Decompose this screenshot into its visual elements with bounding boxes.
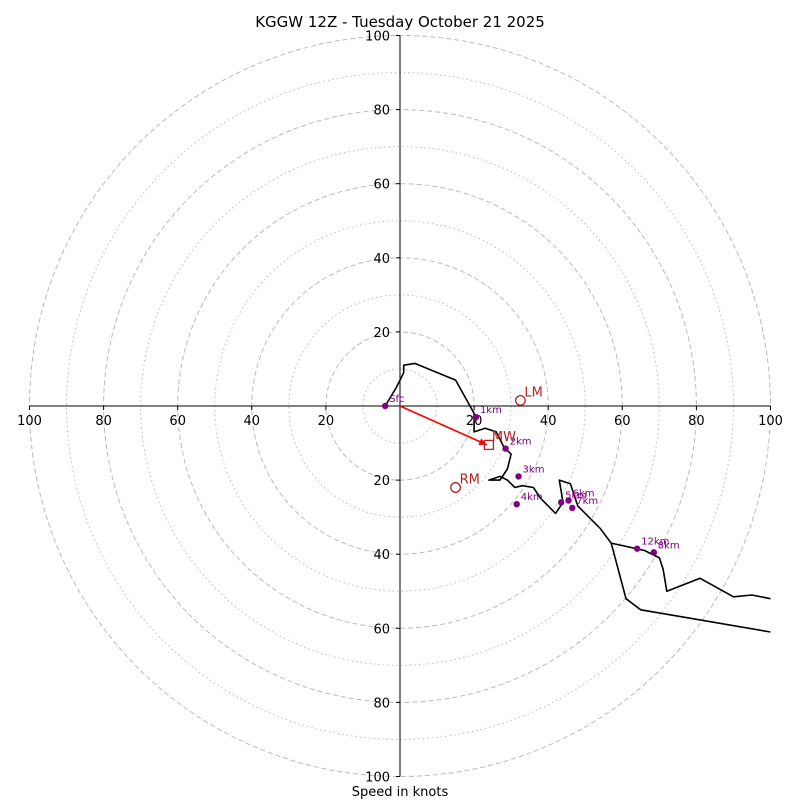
right-mover-label: RM	[460, 473, 480, 488]
y-tick-label-bottom-100: 100	[365, 771, 390, 786]
y-tick-label-top-80: 80	[373, 104, 390, 119]
y-tick-label-top-100: 100	[365, 30, 390, 45]
height-label-1km: 1km	[480, 405, 502, 416]
y-tick-label-bottom-20: 20	[373, 474, 390, 489]
chart-title: KGGW 12Z - Tuesday October 21 2025	[255, 13, 545, 31]
height-point-12km	[634, 545, 640, 551]
y-tick-label-bottom-60: 60	[373, 622, 390, 637]
x-axis-label: Speed in knots	[352, 785, 449, 800]
y-tick-label-bottom-80: 80	[373, 696, 390, 711]
x-tick-label-left-20: 20	[318, 414, 335, 429]
y-tick-label-top-60: 60	[373, 178, 390, 193]
y-tick-label-top-20: 20	[373, 326, 390, 341]
height-label-7km: 7km	[576, 496, 598, 507]
x-tick-label-left-40: 40	[244, 414, 261, 429]
wind-profile-upper-line	[611, 543, 770, 632]
height-point-2km	[502, 445, 508, 451]
left-mover-label: LM	[524, 385, 542, 400]
height-point-5km	[558, 499, 564, 505]
mean-wind-label: MW	[492, 430, 516, 445]
height-label-4km: 4km	[521, 492, 543, 503]
hodograph-chart: 100 100 100 100 80 80 80 80 60 60 60 60 40 40 40 40 20 20…	[0, 0, 800, 800]
x-tick-label-left-80: 80	[95, 414, 112, 429]
height-point-7km	[569, 505, 575, 511]
x-tick-label-right-80: 80	[688, 414, 705, 429]
height-point-4km	[514, 501, 520, 507]
height-label-8km: 8km	[658, 540, 680, 551]
x-tick-label-left-60: 60	[169, 414, 186, 429]
y-tick-label-top-40: 40	[373, 252, 390, 267]
y-tick-label-bottom-40: 40	[373, 548, 390, 563]
x-tick-label-right-100: 100	[758, 414, 783, 429]
height-point-8km	[651, 549, 657, 555]
height-point-Sfc	[382, 403, 388, 409]
x-tick-label-left-100: 100	[17, 414, 42, 429]
height-label-Sfc: Sfc	[389, 394, 404, 405]
wind-profile-line	[385, 363, 770, 598]
height-point-6km	[565, 497, 571, 503]
height-point-3km	[515, 473, 521, 479]
x-tick-label-right-40: 40	[540, 414, 557, 429]
height-point-1km	[473, 414, 479, 420]
height-label-3km: 3km	[523, 464, 545, 475]
x-tick-label-right-60: 60	[614, 414, 631, 429]
